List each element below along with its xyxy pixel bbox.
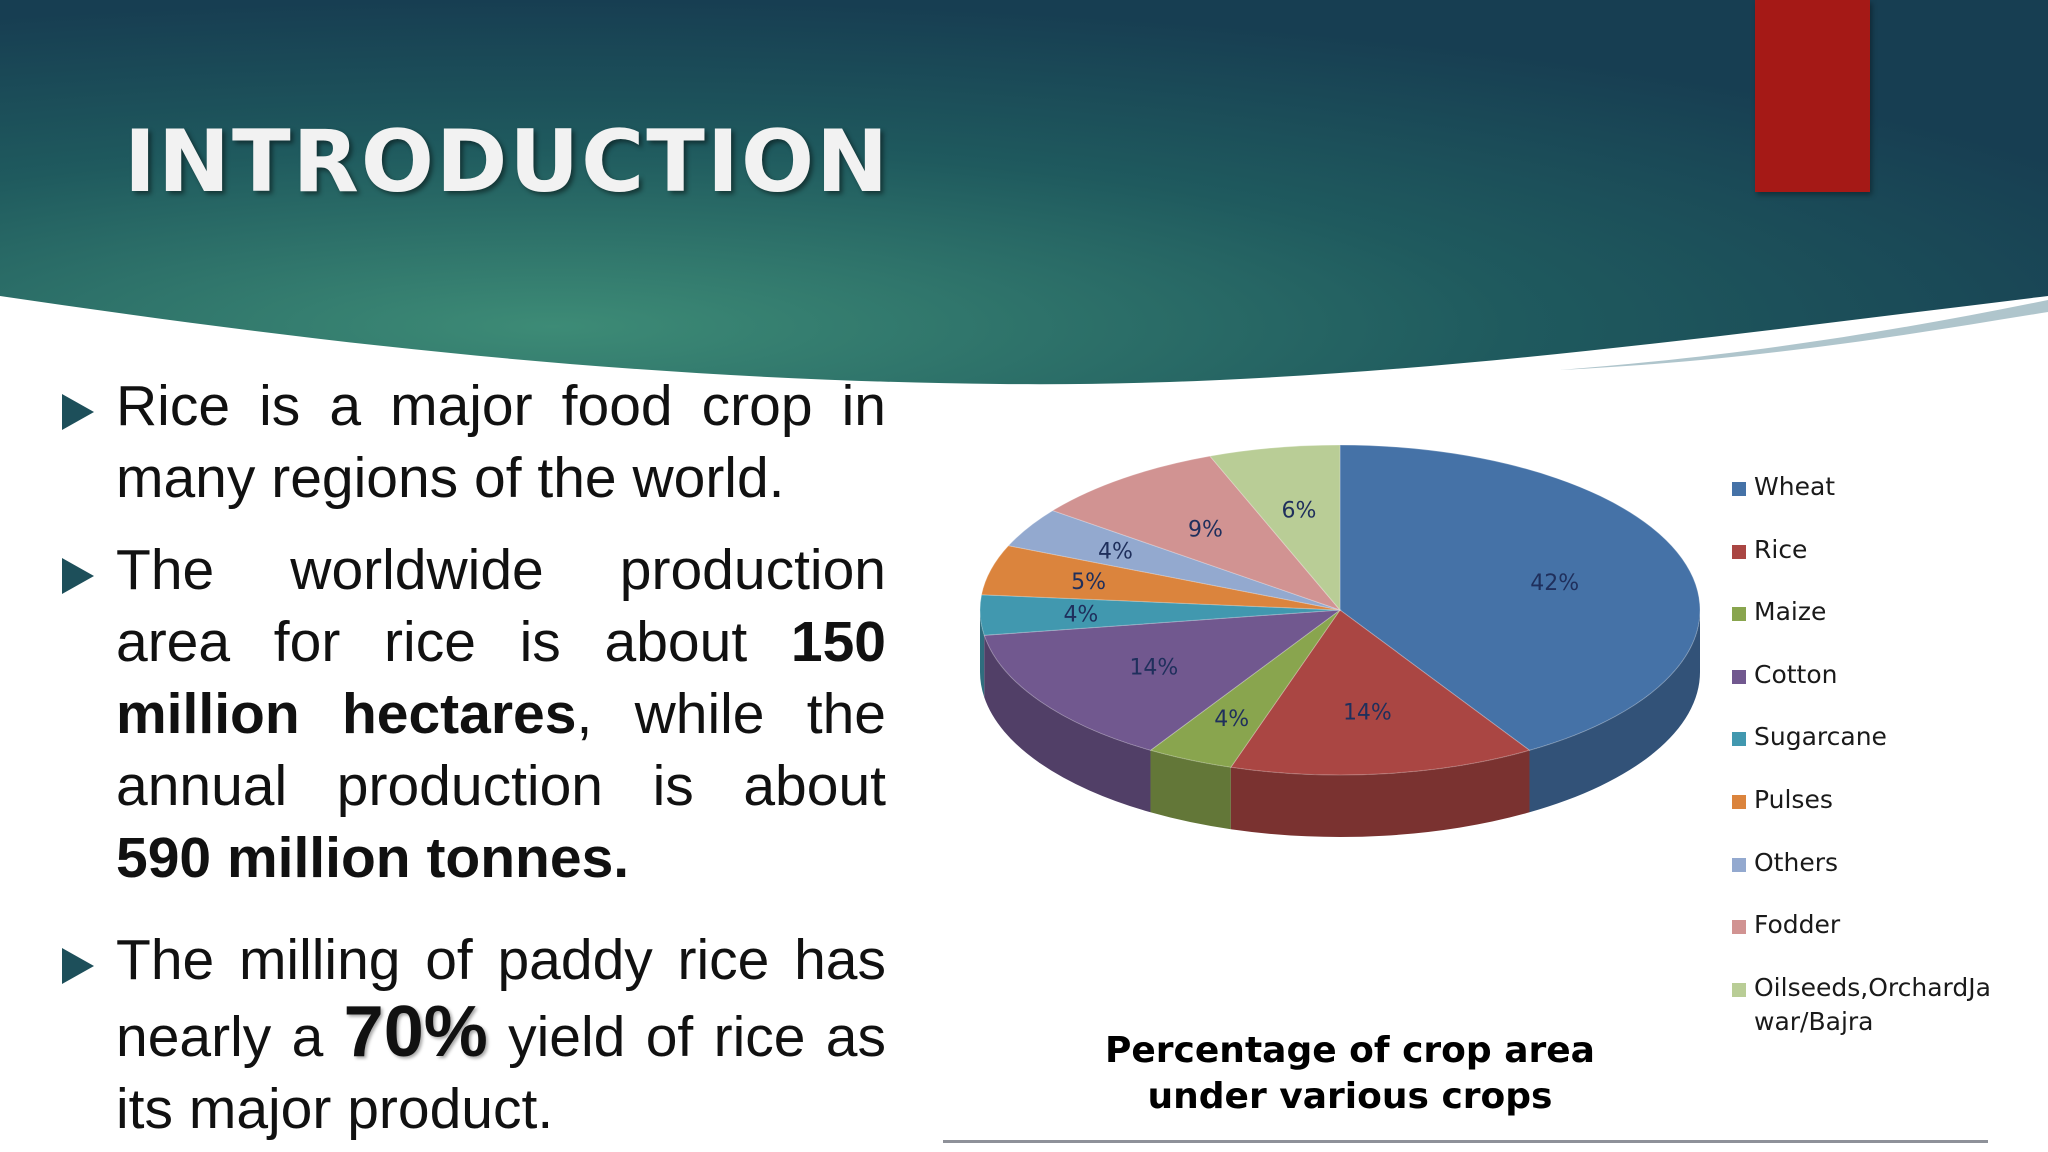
accent-tab	[1755, 0, 1870, 192]
legend-item: Wheat	[1732, 470, 2032, 533]
data-label: 4%	[1098, 540, 1133, 565]
legend-swatch-icon	[1732, 669, 1746, 684]
page-title: INTRODUCTION	[124, 112, 891, 212]
bullet-text: yield of rice as its major product.	[116, 1005, 886, 1141]
legend-item: Others	[1732, 846, 2032, 909]
legend-label: Cotton	[1754, 659, 1838, 689]
pie-slice-wheat	[1339, 444, 1701, 751]
legend-item: Rice	[1732, 533, 2032, 596]
legend-label: Wheat	[1754, 472, 1836, 501]
data-label: 4%	[1214, 707, 1249, 732]
pie-side-maize	[1150, 750, 1231, 830]
legend-item: Pulses	[1732, 783, 2032, 846]
bullet-arrow-icon	[62, 394, 94, 430]
chart-title: Percentage of crop area under various cr…	[1030, 1028, 1670, 1120]
legend-label: Sugarcane	[1754, 722, 1887, 752]
pie-chart: 42% 14% 4% 14% 4% 5% 4% 9% 6%	[979, 444, 1701, 837]
pie-slice-rice	[1229, 609, 1531, 776]
legend-item: Maize	[1732, 595, 2032, 658]
data-label: 14%	[1343, 701, 1392, 726]
divider	[943, 1140, 1988, 1143]
legend-item: Fodder	[1732, 908, 2032, 971]
pie-slice-oilseeds-orchardjawar-bajra	[1209, 444, 1341, 612]
chart-title-line: under various crops	[1147, 1076, 1553, 1117]
legend-label: Others	[1754, 847, 1839, 877]
legend-label: Fodder	[1754, 910, 1841, 940]
bullet-text: The milling of paddy rice has nearly a	[116, 928, 886, 1069]
bullet-bold-text: 590 million tonnes.	[116, 826, 630, 890]
legend-swatch-icon	[1732, 982, 1746, 997]
pie-side-wheat	[1529, 610, 1700, 813]
pie-side-sugarcane	[980, 610, 985, 698]
legend-swatch-icon	[1732, 482, 1746, 496]
legend-swatch-icon	[1732, 920, 1746, 935]
data-label: 5%	[1071, 570, 1106, 595]
data-label: 9%	[1188, 517, 1223, 542]
bullet-text: Rice is a major food crop in many region…	[116, 374, 886, 510]
legend-item: Oilseeds,OrchardJa war/Bajra	[1732, 971, 2032, 1036]
data-label: 14%	[1129, 656, 1178, 681]
bullet-highlight-text: 70%	[343, 992, 488, 1072]
pie-slice-others	[1007, 510, 1341, 611]
legend-item: Sugarcane	[1732, 720, 2032, 783]
legend-swatch-icon	[1732, 732, 1746, 747]
pie-side-rice	[1230, 750, 1530, 837]
pie-slice-sugarcane	[979, 594, 1341, 636]
bullet-item: The worldwide production area for rice i…	[60, 534, 886, 894]
bullet-bold-text: 150 million hectares	[116, 610, 886, 746]
pie-side-cotton	[984, 635, 1151, 813]
bullet-text: , while the annual production is about	[116, 682, 886, 818]
chart-title-line: Percentage of crop area	[1105, 1030, 1595, 1071]
legend-swatch-icon	[1732, 607, 1746, 622]
bullet-text: The worldwide production area for rice i…	[116, 538, 886, 674]
bullet-arrow-icon	[62, 948, 94, 984]
bullet-list: Rice is a major food crop in many region…	[60, 370, 886, 1145]
data-label: 42%	[1530, 571, 1579, 596]
chart-panel: 42% 14% 4% 14% 4% 5% 4% 9% 6%	[940, 400, 1990, 1145]
bullet-item: Rice is a major food crop in many region…	[60, 370, 886, 514]
pie-slice-cotton	[983, 609, 1342, 751]
legend-swatch-icon	[1732, 544, 1746, 559]
legend-label: war/Bajra	[1754, 1006, 1874, 1036]
legend-label: Maize	[1754, 597, 1827, 627]
legend-item: Cotton	[1732, 658, 2032, 721]
data-label: 4%	[1063, 603, 1098, 628]
chart-legend: Wheat Rice Maize Cotton Sugarcane Pulses Other…	[1732, 470, 2032, 1036]
bullet-item: The milling of paddy rice has nearly a 7…	[60, 924, 886, 1145]
header-banner	[0, 0, 2048, 385]
pie-slice-fodder	[1051, 455, 1342, 612]
legend-swatch-icon	[1732, 794, 1746, 809]
pie-slice-pulses	[980, 545, 1341, 611]
legend-label: Rice	[1754, 534, 1808, 564]
pie-slice-maize	[1149, 609, 1341, 768]
data-label: 6%	[1282, 498, 1317, 523]
bullet-arrow-icon	[62, 558, 94, 594]
legend-swatch-icon	[1732, 857, 1746, 872]
legend-label: Oilseeds,OrchardJa	[1754, 972, 1991, 1002]
legend-label: Pulses	[1754, 784, 1833, 814]
